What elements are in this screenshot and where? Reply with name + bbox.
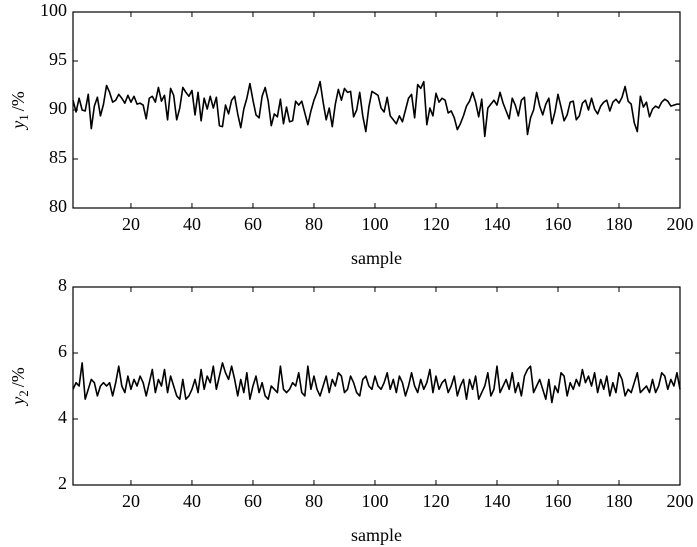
y-label-unit: /% [8, 367, 28, 387]
x-tick-label: 40 [183, 214, 201, 234]
y-tick-label: 100 [40, 0, 67, 20]
x-tick-label: 100 [361, 491, 388, 511]
x-tick-label: 140 [483, 214, 510, 234]
x-tick-label: 200 [667, 214, 694, 234]
x-tick-label: 80 [305, 214, 323, 234]
subplot: 20 40 60 80 100 120 140 160 180 200 80 85 90 95 100 sam… [8, 0, 693, 268]
x-tick-label: 200 [667, 491, 694, 511]
x-tick-label: 60 [244, 214, 262, 234]
x-tick-label: 60 [244, 491, 262, 511]
x-tick-label: 120 [422, 214, 449, 234]
x-tick-label: 20 [122, 491, 140, 511]
y-tick-label: 6 [58, 341, 67, 361]
y-label-symbol: y [8, 121, 28, 131]
y-axis-label: y2 /% [8, 367, 31, 407]
y-tick-label: 2 [58, 473, 67, 493]
x-tick-label: 20 [122, 214, 140, 234]
y-axis-label: y1 /% [8, 91, 31, 131]
y-label-subscript: 1 [16, 114, 31, 121]
y-label-subscript: 2 [16, 390, 31, 397]
x-tick-label: 140 [483, 491, 510, 511]
data-line [72, 362, 681, 404]
y-tick-label: 80 [49, 196, 67, 216]
y-label-symbol: y [8, 397, 28, 407]
x-tick-label: 160 [544, 214, 571, 234]
y-tick-label: 95 [49, 49, 67, 69]
x-tick-label: 100 [361, 214, 388, 234]
y-tick-label: 8 [58, 275, 67, 295]
y-tick-label: 85 [49, 147, 67, 167]
y-tick-label: 4 [58, 407, 67, 427]
x-tick-label: 80 [305, 491, 323, 511]
x-axis-label: sample [351, 248, 402, 268]
data-line [72, 80, 680, 138]
x-axis-label: sample [351, 525, 402, 545]
y-tick-label: 90 [49, 98, 67, 118]
x-tick-label: 40 [183, 491, 201, 511]
x-tick-label: 180 [605, 491, 632, 511]
y-label-unit: /% [8, 91, 28, 111]
x-tick-label: 120 [422, 491, 449, 511]
axes-frame [72, 286, 681, 486]
x-tick-label: 160 [544, 491, 571, 511]
x-tick-label: 180 [605, 214, 632, 234]
